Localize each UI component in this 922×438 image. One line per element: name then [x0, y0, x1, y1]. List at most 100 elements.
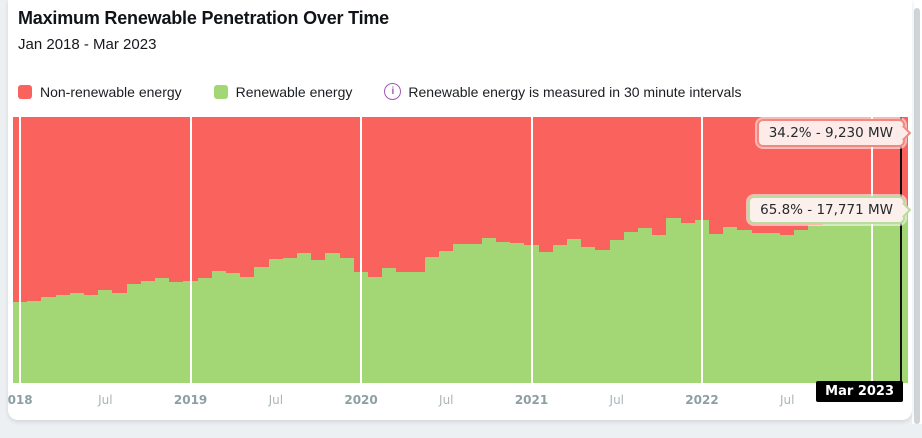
month-bar[interactable]: [737, 117, 752, 383]
month-bar[interactable]: [254, 117, 269, 383]
month-bar[interactable]: [779, 117, 795, 383]
x-tick-jul: Jul: [98, 393, 113, 407]
non-renewable-segment: [282, 117, 298, 258]
non-renewable-segment: [41, 117, 56, 298]
year-gridline: [871, 117, 874, 383]
date-range-subtitle: Jan 2018 - Mar 2023: [18, 36, 157, 53]
info-icon[interactable]: i: [384, 83, 402, 100]
month-bar[interactable]: [339, 117, 354, 383]
month-bar[interactable]: [140, 117, 156, 383]
month-bar[interactable]: [467, 117, 482, 383]
non-renewable-segment: [211, 117, 227, 271]
month-bar[interactable]: [666, 117, 681, 383]
month-bar[interactable]: [368, 117, 383, 383]
month-bar[interactable]: [297, 117, 312, 383]
month-bar[interactable]: [424, 117, 440, 383]
renewable-segment: [836, 222, 851, 383]
month-bar[interactable]: [794, 117, 809, 383]
month-bar[interactable]: [595, 117, 610, 383]
renewable-segment: [155, 277, 170, 383]
month-bar[interactable]: [112, 117, 127, 383]
non-renewable-segment: [723, 117, 738, 228]
renewable-segment: [708, 234, 724, 383]
renewable-segment: [879, 213, 894, 383]
month-bar[interactable]: [41, 117, 56, 383]
month-bar[interactable]: [453, 117, 468, 383]
renewable-segment: [552, 244, 567, 383]
x-tick-jul: Jul: [268, 393, 284, 407]
month-bar[interactable]: [282, 117, 298, 383]
month-bar[interactable]: [609, 117, 624, 383]
renewable-segment: [226, 272, 241, 383]
renewable-segment: [439, 251, 454, 383]
x-tick-jul: Jul: [779, 393, 795, 407]
month-bar[interactable]: [27, 117, 42, 383]
month-bar[interactable]: [439, 117, 454, 383]
month-bar[interactable]: [538, 117, 553, 383]
month-bar[interactable]: [226, 117, 241, 383]
month-bar[interactable]: [211, 117, 227, 383]
renewable-segment: [84, 294, 99, 383]
x-tick-jul: Jul: [439, 393, 454, 407]
month-bar[interactable]: [510, 117, 525, 383]
month-bar[interactable]: [197, 117, 212, 383]
vertical-scrollbar[interactable]: [914, 8, 920, 424]
non-renewable-segment: [240, 117, 255, 278]
non-renewable-segment: [140, 117, 156, 282]
month-bar[interactable]: [879, 117, 894, 383]
month-bar[interactable]: [623, 117, 638, 383]
month-bar[interactable]: [169, 117, 184, 383]
month-bar[interactable]: [396, 117, 411, 383]
non-renewable-segment: [495, 117, 511, 243]
month-bar[interactable]: [552, 117, 567, 383]
legend-item-renewable[interactable]: Renewable energy: [213, 84, 352, 100]
renewable-segment: [424, 256, 440, 383]
month-bar[interactable]: [566, 117, 582, 383]
renewable-segment: [637, 227, 653, 383]
month-bar[interactable]: [751, 117, 766, 383]
month-bar[interactable]: [268, 117, 283, 383]
month-bar[interactable]: [382, 117, 397, 383]
month-bar[interactable]: [850, 117, 866, 383]
renewable-segment: [723, 227, 738, 383]
month-bar[interactable]: [836, 117, 851, 383]
month-bar[interactable]: [98, 117, 113, 383]
month-bar[interactable]: [410, 117, 425, 383]
month-bar[interactable]: [652, 117, 667, 383]
renewable-segment: [779, 235, 795, 383]
month-bar[interactable]: [325, 117, 340, 383]
x-tick-2021: 2021: [514, 393, 549, 407]
month-bar[interactable]: [822, 117, 837, 383]
renewable-segment: [27, 301, 42, 383]
month-bar[interactable]: [126, 117, 141, 383]
non-renewable-segment: [623, 117, 638, 232]
month-bar[interactable]: [311, 117, 326, 383]
month-bar[interactable]: [581, 117, 596, 383]
month-bar[interactable]: [637, 117, 653, 383]
legend-item-non-renewable[interactable]: Non-renewable energy: [18, 84, 182, 100]
month-bar[interactable]: [69, 117, 85, 383]
renewable-segment: [339, 257, 354, 383]
renewable-segment: [652, 235, 667, 383]
month-bar[interactable]: [481, 117, 496, 383]
month-bar[interactable]: [55, 117, 70, 383]
x-tick-2022: 2022: [685, 393, 719, 407]
month-bar[interactable]: [708, 117, 724, 383]
month-bar[interactable]: [808, 117, 823, 383]
hover-cursor-line: [899, 117, 902, 383]
non-renewable-segment: [552, 117, 567, 245]
month-bar[interactable]: [495, 117, 511, 383]
stacked-bar-chart[interactable]: 34.2% - 9,230 MW 65.8% - 17,771 MW: [13, 117, 912, 383]
month-bar[interactable]: [680, 117, 695, 383]
month-bar[interactable]: [723, 117, 738, 383]
non-renewable-segment: [368, 117, 383, 278]
month-bar[interactable]: [84, 117, 99, 383]
x-axis: Mar 2023 018 Jul 2019 Jul 2020 Jul 2021 Jul 2022…: [8, 381, 908, 411]
year-gridline: [701, 117, 703, 383]
month-bar[interactable]: [155, 117, 170, 383]
month-bar[interactable]: [765, 117, 780, 383]
x-tick-018: 018: [7, 393, 33, 407]
non-renewable-segment: [481, 117, 496, 239]
month-bar[interactable]: [240, 117, 255, 383]
non-renewable-segment: [98, 117, 113, 290]
